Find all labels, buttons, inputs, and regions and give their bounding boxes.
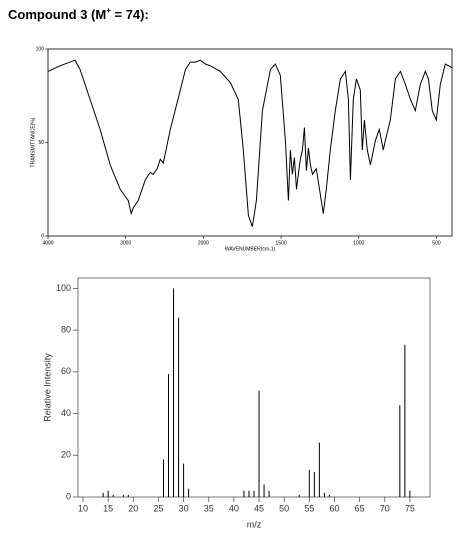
y-tick-label: 100	[56, 283, 71, 293]
x-tick-label: 75	[405, 503, 415, 513]
page-title: Compound 3 (M+ = 74):	[8, 6, 149, 22]
x-tick-label: 10	[78, 503, 88, 513]
x-tick-label: 35	[204, 503, 214, 513]
x-tick-label: 30	[179, 503, 189, 513]
x-axis-label: WAVENUMBER(cm-1)	[225, 246, 276, 252]
chart: 4000 3000 2000 1500 1000 500 0 50 100 WAVENUMBER(…	[30, 46, 453, 252]
x-axis-label: m/z	[247, 519, 262, 529]
x-tick-label: 60	[329, 503, 339, 513]
x-tick-label: 65	[355, 503, 365, 513]
y-axis-label: TRANSMITTANCE(%)	[30, 117, 36, 167]
y-tick-label: 50	[38, 140, 44, 146]
x-tick-label: 3000	[120, 240, 131, 246]
x-tick-label: 70	[380, 503, 390, 513]
title-text: Compound 3 (M	[8, 7, 106, 22]
x-tick-label: 25	[153, 503, 163, 513]
y-tick-label: 0	[41, 233, 44, 239]
y-tick-label: 60	[61, 366, 71, 376]
spectrum-line	[47, 59, 453, 227]
y-tick-label: 80	[61, 325, 71, 335]
x-tick-label: 15	[103, 503, 113, 513]
x-tick-label: 40	[229, 503, 239, 513]
x-tick-label: 500	[432, 240, 441, 246]
title-text-end: = 74):	[111, 7, 149, 22]
y-tick-label: 100	[36, 46, 45, 52]
y-tick-label: 20	[61, 450, 71, 460]
x-tick-label: 2000	[198, 240, 209, 246]
y-tick-label: 0	[66, 491, 71, 501]
plot-frame	[77, 277, 431, 498]
x-tick-label: 1500	[276, 240, 287, 246]
x-tick-label: 55	[304, 503, 314, 513]
y-axis-label: Relative Intensity	[42, 353, 52, 422]
x-tick-label: 4000	[42, 240, 53, 246]
plot-frame	[47, 48, 453, 237]
title-superscript: +	[106, 6, 111, 15]
x-tick-label: 45	[254, 503, 264, 513]
y-tick-label: 40	[61, 408, 71, 418]
x-tick-label: 50	[279, 503, 289, 513]
x-tick-label: 1000	[353, 240, 364, 246]
x-tick-label: 20	[128, 503, 138, 513]
chart: 10 15 20 25 30 35 40 45 50 55 60 65 70 75 0 20 40 60 80 100…	[42, 277, 431, 529]
